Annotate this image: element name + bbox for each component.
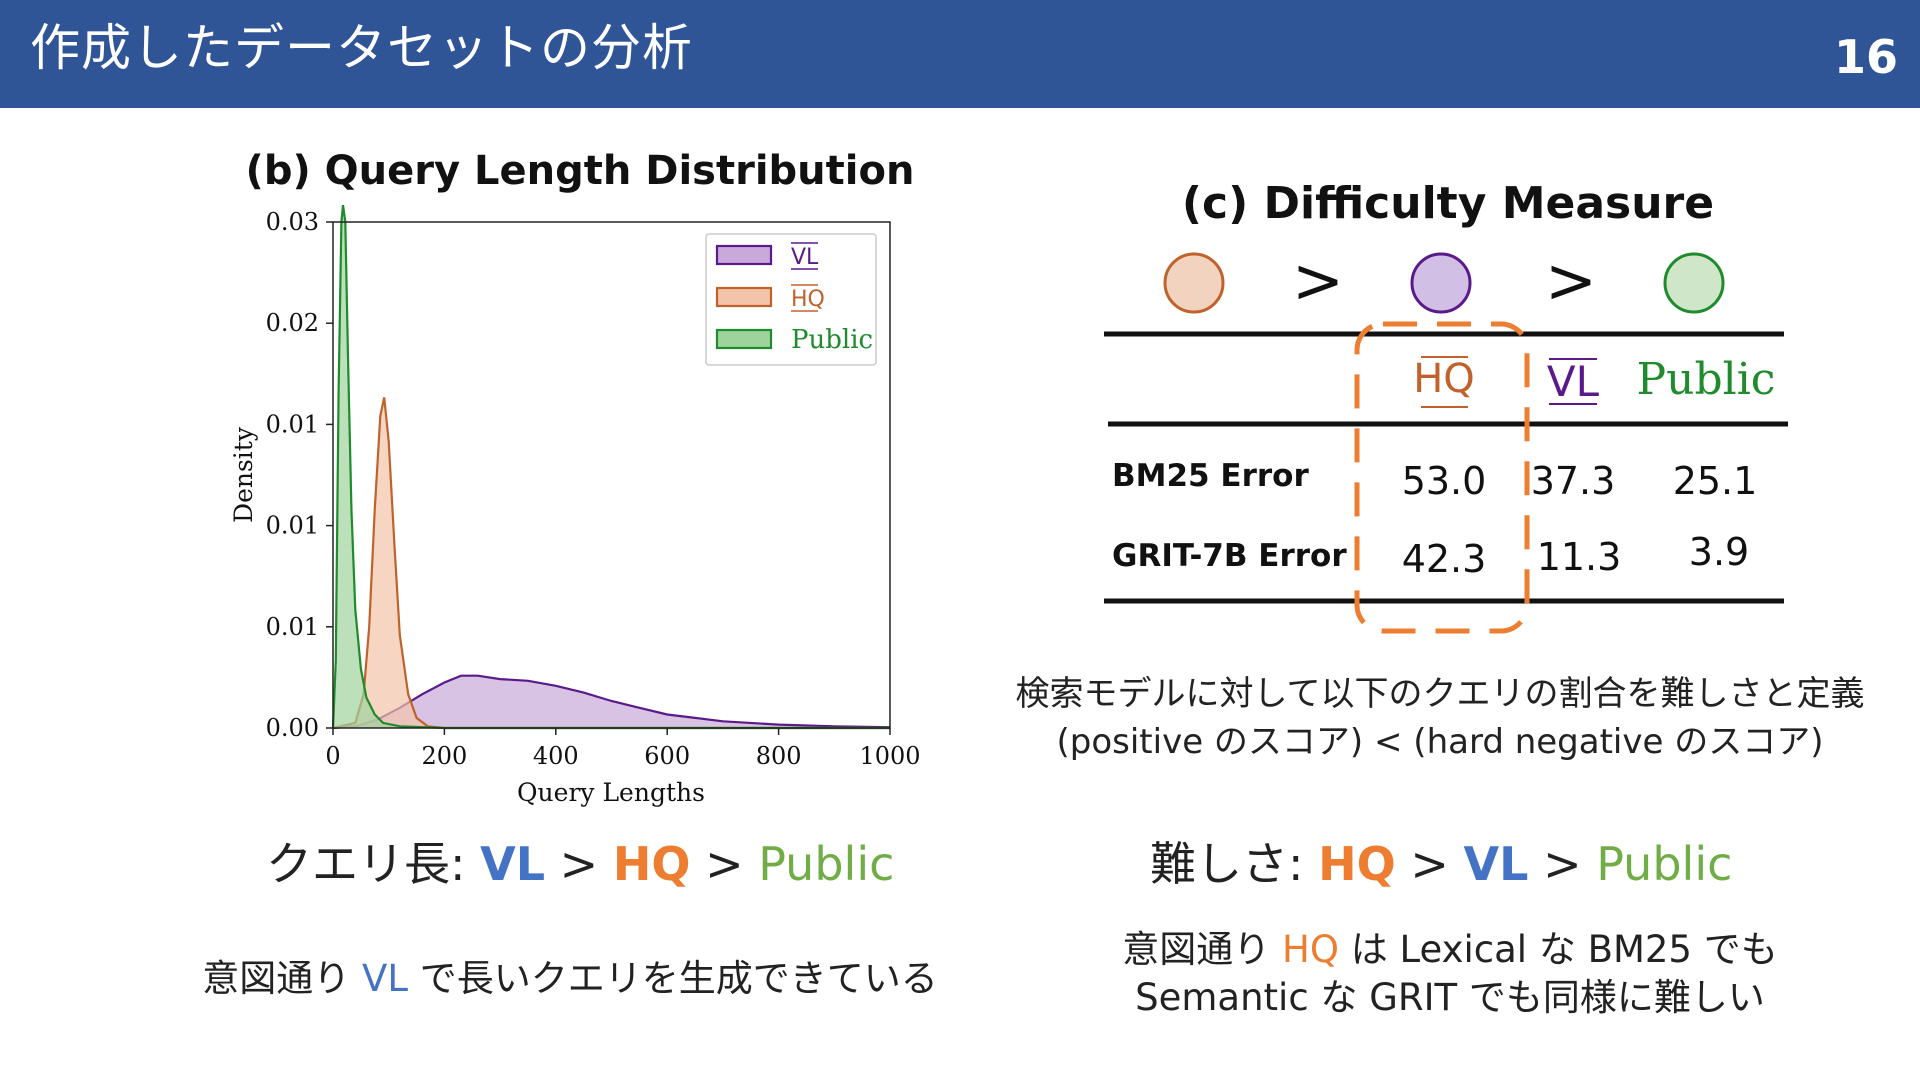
note-left-p1: 意図通り (202, 957, 363, 1000)
caption-right-hq: HQ (1318, 837, 1396, 891)
caption-left-sep2: > (690, 837, 759, 891)
caption-right-sep2: > (1528, 837, 1597, 891)
note-right-p1: 意図通り (1122, 928, 1283, 971)
page-number: 16 (1833, 30, 1898, 84)
caption-query-length: クエリ長: VL > HQ > Public (266, 828, 894, 894)
difficulty-title: (c) Difficulty Measure (1182, 178, 1714, 229)
cell-bm25-vl: 37.3 (1531, 459, 1616, 503)
axis-layer: 0 200 400 600 800 1000 0.00 0.01 0.01 0.01 0.02 0.0… (266, 208, 921, 770)
col-header-hq: HQ (1413, 356, 1475, 402)
caption-difficulty: 難しさ: HQ > VL > Public (1150, 828, 1732, 894)
series-area-hq (333, 397, 890, 728)
definition-line-1: 検索モデルに対して以下のクエリの割合を難しさと定義 (1015, 674, 1865, 714)
difficulty-definition: 検索モデルに対して以下のクエリの割合を難しさと定義 (positive のスコア… (990, 670, 1890, 766)
x-tick-label: 1000 (859, 742, 920, 770)
y-axis-label: Density (229, 426, 258, 523)
x-tick-label: 200 (421, 742, 467, 770)
caption-right-prefix: 難しさ: (1150, 837, 1319, 891)
caption-left-prefix: クエリ長: (266, 837, 481, 891)
slide-title: 作成したデータセットの分析 (30, 19, 693, 77)
chart-title: (b) Query Length Distribution (246, 148, 915, 194)
public-circle-icon (1663, 252, 1725, 314)
note-right: 意図通り HQ は Lexical な BM25 でも Semantic な G… (1010, 926, 1890, 1022)
hq-circle-icon (1163, 252, 1225, 314)
x-axis-label: Query Lengths (517, 778, 705, 807)
definition-line-2: (positive のスコア) < (hard negative のスコア) (1056, 722, 1824, 762)
col-header-vl: VL (1547, 357, 1600, 406)
caption-right-sep1: > (1395, 837, 1464, 891)
legend-label-public: Public (791, 325, 873, 355)
series-layer (331, 204, 891, 730)
note-right-p2: は Lexical な BM25 でも (1338, 928, 1778, 971)
series-line-hq (332, 397, 890, 730)
plot-frame (332, 221, 891, 729)
vl-circle-icon (1410, 252, 1472, 314)
legend-items: VL HQ Public (715, 242, 873, 355)
cell-bm25-public: 25.1 (1673, 459, 1758, 503)
note-right-line-1: 意図通り HQ は Lexical な BM25 でも (1010, 926, 1890, 974)
cell-grit-public: 3.9 (1689, 530, 1749, 574)
caption-left-sep1: > (545, 837, 613, 891)
caption-right-vl: VL (1463, 837, 1529, 891)
legend-label-vl: VL (791, 245, 819, 270)
legend-swatch-public (715, 328, 773, 350)
row-label-grit: GRIT-7B Error (1112, 538, 1347, 574)
x-tick-label: 600 (644, 742, 690, 770)
legend-swatch-vl (715, 244, 773, 266)
cell-grit-hq: 42.3 (1402, 537, 1487, 581)
cell-bm25-hq: 53.0 (1402, 459, 1487, 503)
legend-label-hq: HQ (791, 287, 825, 312)
x-tick-label: 0 (325, 742, 340, 770)
y-tick-label: 0.01 (266, 512, 319, 540)
query-length-chart: (b) Query Length Distribution 0 200 400 600… (229, 148, 921, 807)
note-left-p2: で長いクエリを生成できている (407, 957, 938, 1000)
greater-than-symbol-2: > (1545, 244, 1597, 317)
y-tick-label: 0.03 (266, 208, 319, 236)
x-tick-label: 400 (533, 742, 579, 770)
note-right-line-2: Semantic な GRIT でも同様に難しい (1135, 976, 1765, 1019)
note-left: 意図通り VL で長いクエリを生成できている (160, 955, 980, 1003)
slide-header: 作成したデータセットの分析 16 (0, 0, 1920, 108)
y-tick-label: 0.02 (266, 309, 319, 337)
col-header-public: Public (1637, 354, 1776, 405)
greater-than-symbol-1: > (1292, 244, 1344, 317)
legend: VL HQ Public (705, 233, 877, 366)
row-label-bm25: BM25 Error (1112, 458, 1309, 494)
caption-left-vl: VL (480, 837, 546, 891)
caption-right-public: Public (1596, 837, 1733, 891)
caption-left-hq: HQ (612, 837, 691, 891)
note-right-hq: HQ (1282, 928, 1339, 971)
note-left-vl: VL (362, 957, 408, 1000)
hq-highlight-box (1354, 321, 1530, 634)
cell-grit-vl: 11.3 (1537, 535, 1622, 579)
caption-left-public: Public (758, 837, 895, 891)
y-tick-label: 0.00 (266, 714, 319, 742)
difficulty-measure: (c) Difficulty Measure > > HQ VL Public … (1104, 178, 1788, 634)
series-line-public (331, 204, 890, 730)
legend-swatch-hq (715, 286, 773, 308)
y-tick-label: 0.01 (266, 410, 319, 438)
y-tick-label: 0.01 (266, 613, 319, 641)
x-tick-label: 800 (756, 742, 802, 770)
